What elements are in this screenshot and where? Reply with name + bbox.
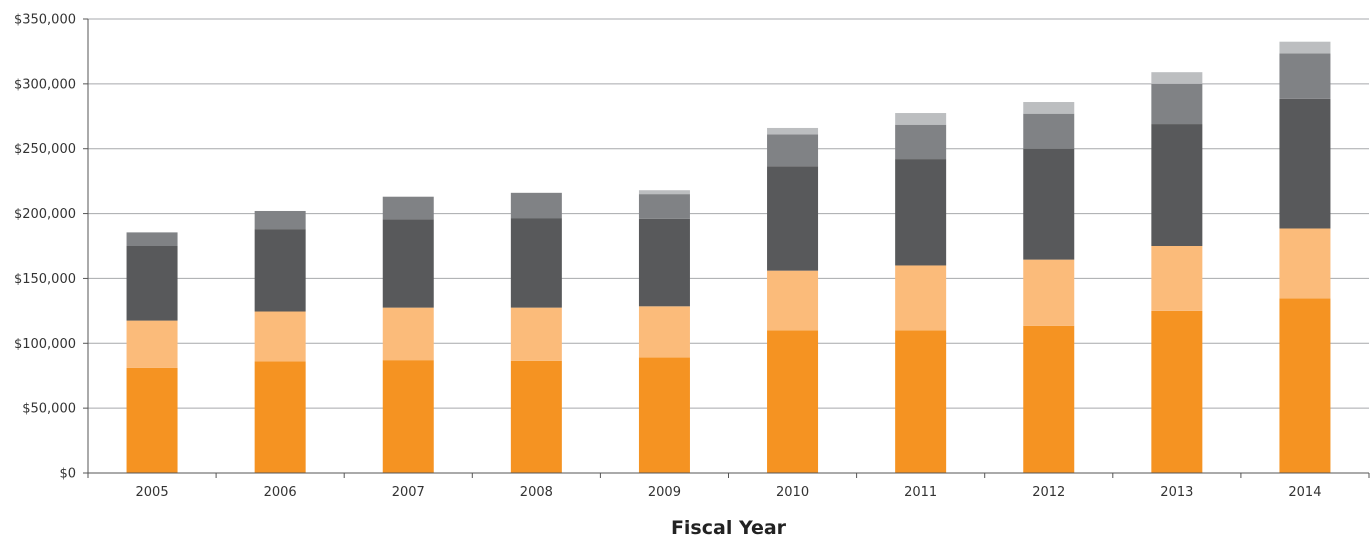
bar-segment-2010-s4 [767, 134, 819, 167]
y-tick-label: $250,000 [14, 142, 76, 157]
bar-segment-2007-s2 [382, 307, 434, 361]
bar-segment-2006-s4 [254, 210, 306, 230]
bar-segment-2014-s2 [1279, 228, 1331, 299]
bar-segment-2009-s4 [638, 194, 690, 219]
bar-segment-2010-s2 [767, 270, 819, 331]
bar-segment-2010-s5 [767, 127, 819, 135]
y-tick-label: $350,000 [14, 13, 76, 28]
x-tick-label: 2008 [520, 485, 553, 500]
bar-segment-2010-s3 [767, 166, 819, 271]
bar-segment-2006-s3 [254, 229, 306, 312]
bar-segment-2012-s3 [1023, 148, 1075, 260]
bar-segment-2011-s2 [895, 265, 947, 331]
bar-segment-2007-s3 [382, 219, 434, 308]
bar-segment-2007-s1 [382, 360, 434, 473]
x-tick-label: 2006 [264, 485, 297, 500]
bar-segment-2012-s4 [1023, 113, 1075, 149]
bar-segment-2005-s4 [126, 232, 178, 246]
x-tick-label: 2014 [1288, 485, 1321, 500]
bar-segment-2005-s2 [126, 320, 178, 368]
bar-segment-2009-s3 [638, 218, 690, 307]
bar-segment-2014-s3 [1279, 98, 1331, 229]
x-tick-label: 2005 [136, 485, 169, 500]
bar-segment-2013-s5 [1151, 72, 1203, 84]
bar-segment-2012-s2 [1023, 259, 1075, 326]
bar-segment-2008-s4 [510, 192, 562, 219]
bar-segment-2008-s2 [510, 307, 562, 361]
bar-segment-2013-s3 [1151, 124, 1203, 246]
bar-segment-2011-s5 [895, 113, 947, 125]
x-tick-labels: 2005 2006 2007 2008 2009 2010 2011 2012 2013 2014 [136, 485, 1322, 500]
bar-segment-2009-s5 [638, 190, 690, 195]
bar-segment-2012-s1 [1023, 325, 1075, 473]
bar-segment-2008-s1 [510, 360, 562, 473]
bar-segment-2014-s5 [1279, 41, 1331, 54]
bar-segment-2010-s1 [767, 330, 819, 473]
axes [83, 18, 1370, 478]
bar-segment-2012-s5 [1023, 102, 1075, 114]
bar-segment-2011-s1 [895, 330, 947, 473]
bar-segment-2011-s4 [895, 124, 947, 160]
bar-segment-2014-s1 [1279, 298, 1331, 473]
x-tick-label: 2013 [1160, 485, 1193, 500]
bar-segment-2013-s1 [1151, 310, 1203, 473]
bar-segment-2011-s3 [895, 159, 947, 266]
y-tick-label: $200,000 [14, 207, 76, 222]
bar-segment-2006-s2 [254, 311, 306, 362]
bar-segment-2008-s3 [510, 218, 562, 308]
bar-segment-2005-s1 [126, 367, 178, 473]
bar-segment-2006-s1 [254, 361, 306, 473]
y-tick-label: $0 [59, 467, 76, 482]
bar-segment-2013-s4 [1151, 83, 1203, 125]
x-tick-label: 2012 [1032, 485, 1065, 500]
bar-segment-2005-s3 [126, 246, 178, 321]
y-tick-label: $100,000 [14, 337, 76, 352]
bar-segment-2007-s4 [382, 196, 434, 220]
bars [126, 41, 1331, 473]
bar-segment-2009-s2 [638, 306, 690, 358]
x-tick-label: 2010 [776, 485, 809, 500]
x-axis-title: Fiscal Year [671, 517, 787, 539]
bar-segment-2009-s1 [638, 357, 690, 473]
y-tick-label: $150,000 [14, 272, 76, 287]
y-tick-label: $50,000 [22, 402, 76, 417]
x-tick-label: 2009 [648, 485, 681, 500]
x-tick-label: 2007 [392, 485, 425, 500]
y-tick-label: $300,000 [14, 77, 76, 92]
bar-segment-2013-s2 [1151, 246, 1203, 311]
x-tick-label: 2011 [904, 485, 937, 500]
y-tick-labels: $0 $50,000 $100,000 $150,000 $200,000 $250,00… [14, 13, 76, 482]
bar-segment-2014-s4 [1279, 53, 1331, 99]
